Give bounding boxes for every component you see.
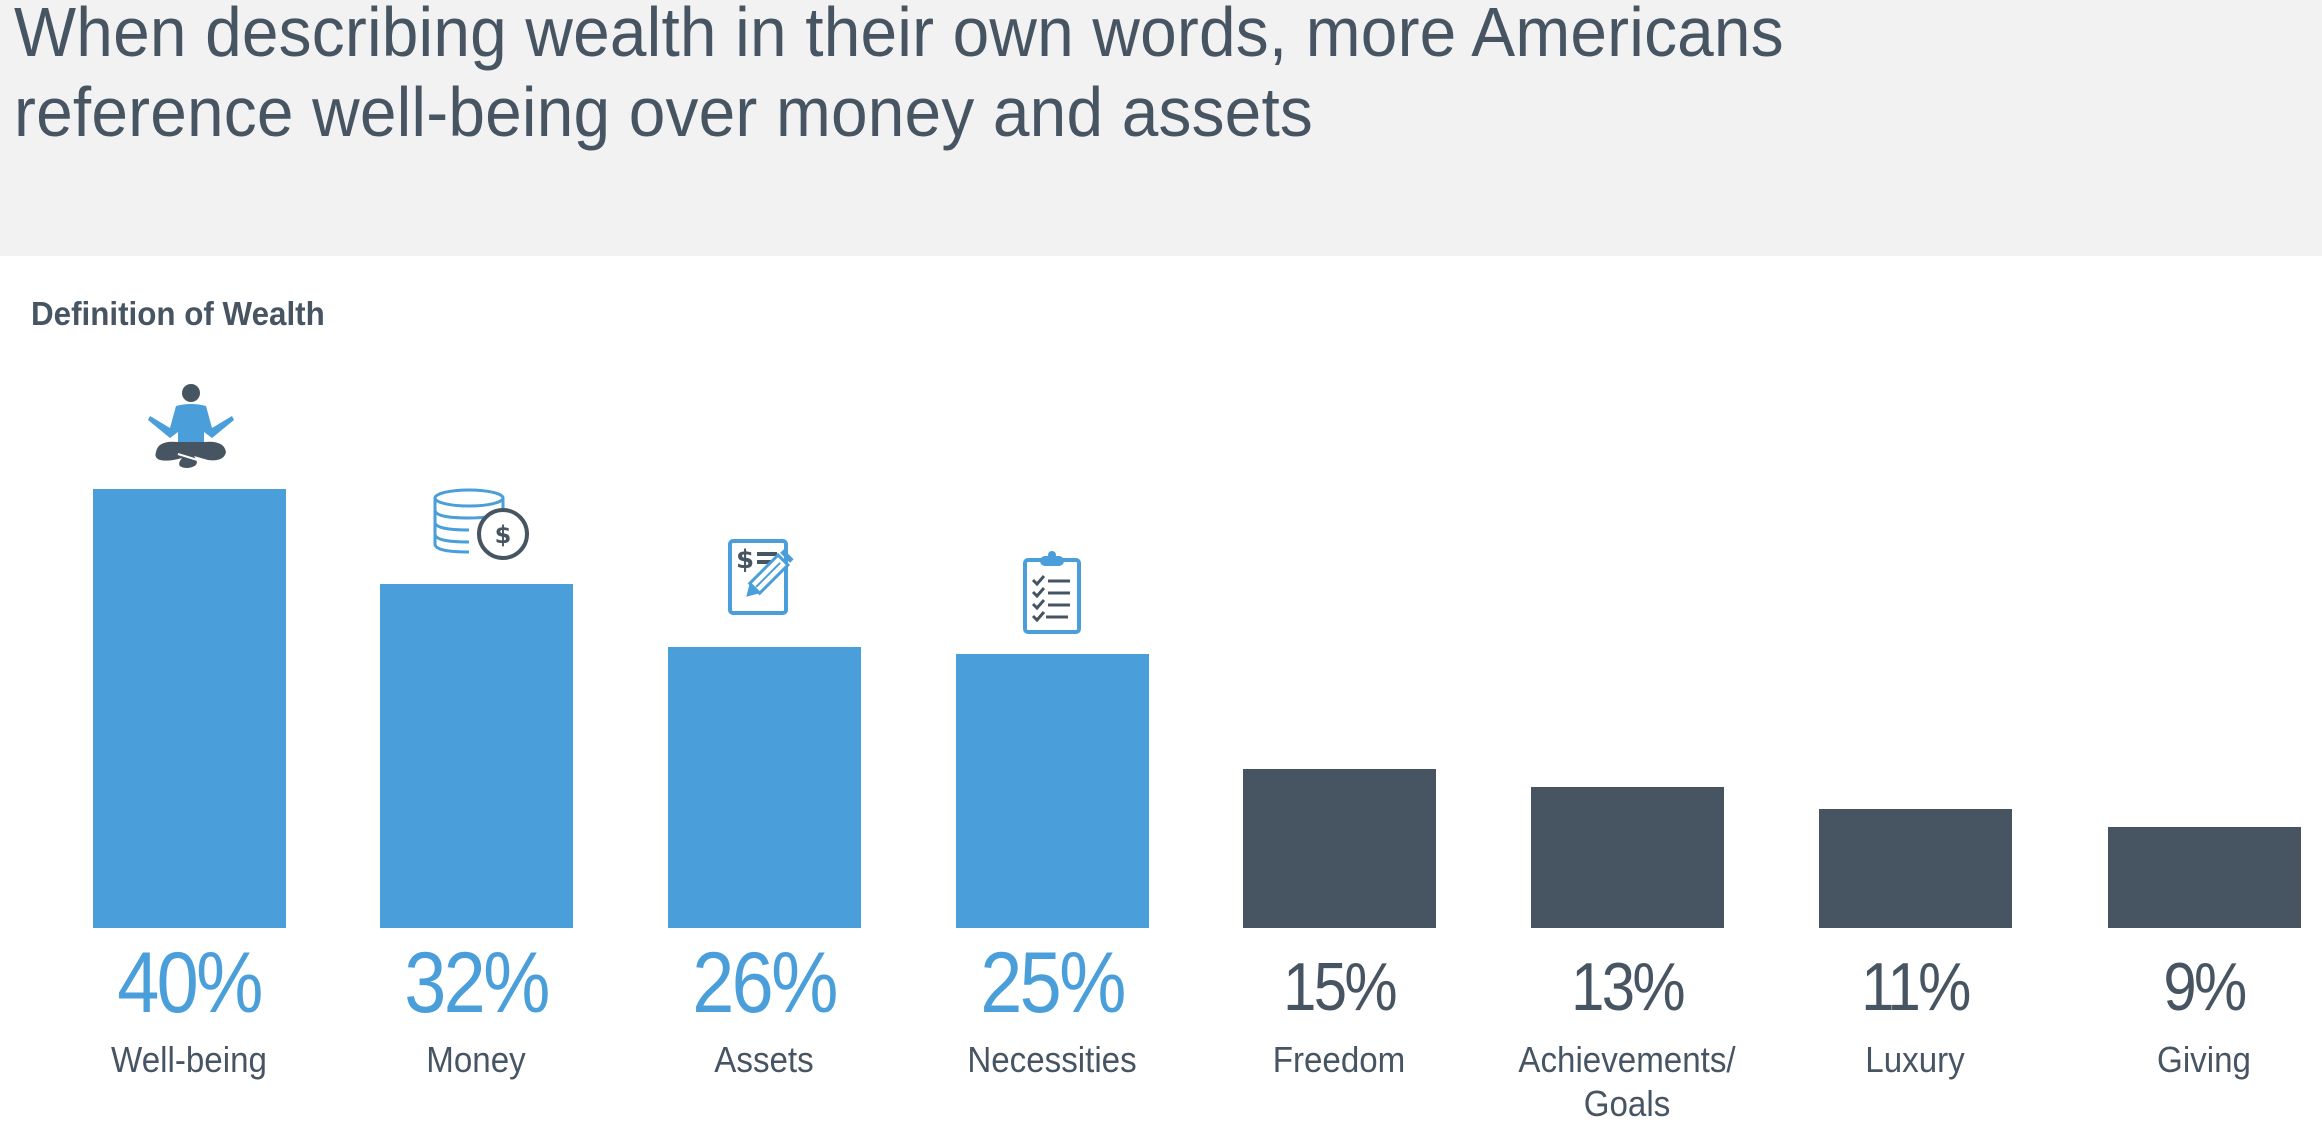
clipboard-checklist-icon — [1023, 551, 1081, 634]
value-label-giving: 9% — [2163, 949, 2247, 1025]
value-label-well-being: 40% — [117, 935, 263, 1031]
title-line-2: reference well-being over money and asse… — [14, 73, 1314, 151]
category-label-necessities: Necessities — [967, 1039, 1137, 1080]
bar-freedom — [1243, 769, 1436, 928]
document-pencil-icon: $ — [728, 539, 794, 615]
bar-well-being — [93, 489, 286, 928]
bar-money — [380, 584, 573, 928]
meditation-icon — [148, 384, 234, 468]
value-label-achievements-goals: 13% — [1571, 949, 1685, 1025]
category-label-line-2: Goals — [1583, 1083, 1671, 1124]
category-label-luxury: Luxury — [1865, 1039, 1965, 1080]
category-label-freedom: Freedom — [1272, 1039, 1406, 1080]
bar-necessities — [956, 654, 1149, 928]
bar-giving — [2108, 827, 2301, 928]
bar-assets — [668, 647, 861, 928]
category-label-money: Money — [426, 1039, 526, 1080]
value-label-luxury: 11% — [1861, 949, 1971, 1025]
svg-text:$: $ — [736, 545, 754, 575]
value-label-necessities: 25% — [980, 935, 1126, 1031]
coins-dollar-icon: $ — [433, 488, 529, 560]
value-label-assets: 26% — [692, 935, 838, 1031]
value-label-money: 32% — [404, 935, 550, 1031]
header-banner: When describing wealth in their own word… — [0, 0, 2322, 256]
category-label-assets: Assets — [714, 1039, 814, 1080]
chart-subtitle: Definition of Wealth — [31, 295, 325, 332]
value-label-freedom: 15% — [1283, 949, 1397, 1025]
svg-text:$: $ — [495, 521, 512, 549]
category-label-well-being: Well-being — [111, 1039, 267, 1080]
bar-achievements-goals — [1531, 787, 1724, 928]
page-title: When describing wealth in their own word… — [14, 0, 1784, 152]
bar-luxury — [1819, 809, 2012, 928]
category-label-line-1: Achievements/ — [1518, 1039, 1736, 1080]
category-label-achievements-goals: Achievements/ Goals — [1495, 1038, 1760, 1126]
category-label-giving: Giving — [2157, 1039, 2251, 1080]
title-line-1: When describing wealth in their own word… — [14, 0, 1784, 71]
